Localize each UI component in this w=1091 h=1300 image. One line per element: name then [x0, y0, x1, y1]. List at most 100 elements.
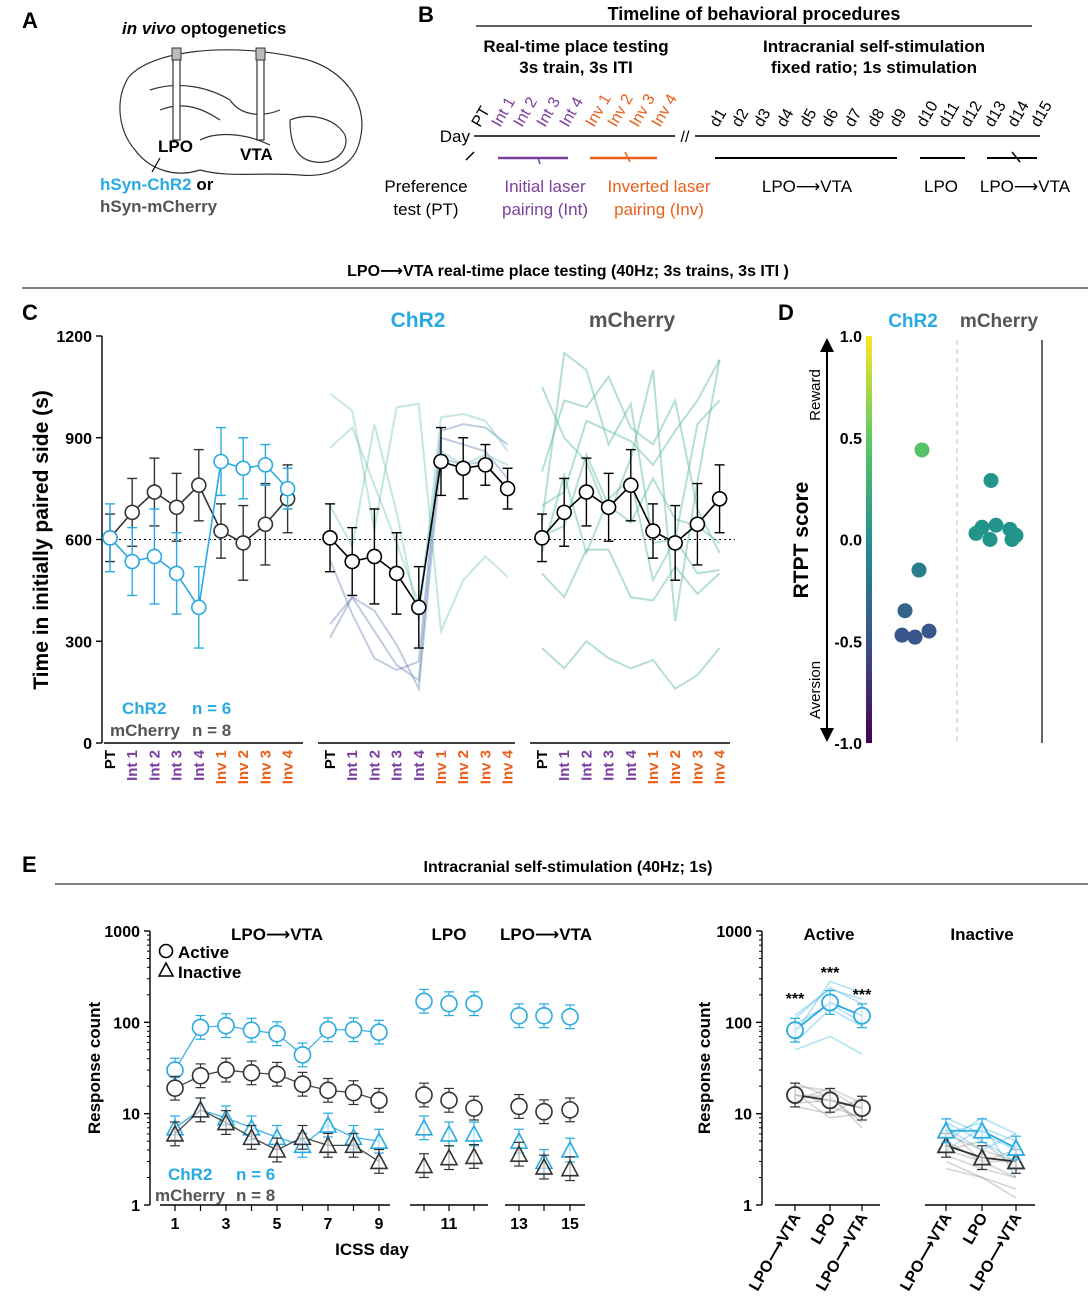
e2-chr2-inactive-individual: [945, 1116, 1017, 1142]
segment-label-lpo: LPO: [924, 177, 958, 196]
d-y-tick-label: 0.0: [840, 533, 862, 550]
e-mcherry-active-point: [535, 1102, 553, 1121]
e2-x-tick-label: LPO: [960, 1211, 991, 1248]
preference-label-1: Preference: [384, 177, 467, 196]
e-chr2-active-point: [217, 1016, 235, 1035]
c-chr2-mean-separate-point: [477, 457, 494, 473]
e-x-tick-label: 15: [561, 1216, 579, 1233]
e-chr2-active-point: [510, 1006, 528, 1025]
e2-chr2-inactive-point: [972, 1120, 992, 1139]
c-x-tick-label: PT: [102, 750, 119, 769]
timeline-day-icss: d4: [774, 106, 798, 130]
d-mcherry-point: [988, 517, 1004, 533]
c-mcherry-individual-line: [541, 374, 721, 554]
e-mcherry-active-point: [268, 1065, 286, 1084]
c-x-tick-label: Inv 3: [257, 750, 274, 784]
e2-group-title-inactive: Inactive: [950, 925, 1013, 944]
e-mcherry-active-point: [465, 1099, 483, 1117]
c-x-tick-label: Inv 1: [433, 750, 450, 784]
c-x-tick-label: Inv 4: [712, 749, 729, 784]
brain-sagittal-icon: [119, 49, 363, 177]
timeline-break: //: [681, 129, 690, 146]
timeline-day-icss: d11: [936, 99, 964, 130]
e-chr2-active-point: [293, 1046, 312, 1064]
e-mcherry-inactive-point: [464, 1146, 484, 1165]
e-chr2-active-point: [242, 1021, 261, 1040]
e2-mcherry-inactive-individual: [945, 1160, 1017, 1190]
section-e-title: Intracranial self-stimulation (40Hz; 1s): [424, 859, 713, 876]
e-mcherry-inactive-point: [267, 1140, 287, 1158]
panel-label-b: B: [418, 2, 434, 27]
optic-fiber-lpo-cap: [171, 47, 182, 61]
e-group-title-2: LPO: [432, 925, 467, 944]
inverted-pairing-label-1: Inverted laser: [608, 177, 711, 196]
c-y-tick-label: 0: [83, 736, 92, 753]
c-chr2-mean-separate-point: [410, 599, 427, 616]
e-mcherry-inactive-point: [560, 1158, 580, 1177]
vta-label: VTA: [240, 145, 273, 164]
e2-y-tick-label: 100: [725, 1015, 752, 1032]
timeline-segment-inv-tick: [624, 151, 631, 163]
e2-mcherry-active-point: [853, 1099, 871, 1118]
c-mcherry-mean-separate-point: [622, 477, 639, 494]
c-legend-mcherry-n: n = 8: [192, 721, 231, 740]
c-x-tick-label: Inv 4: [500, 749, 517, 784]
e-mcherry-inactive-point: [369, 1151, 389, 1170]
e2-group-title-active: Active: [803, 925, 854, 944]
e-legend-inactive-marker: [157, 961, 175, 977]
c-mcherry-mean-separate-point: [534, 530, 550, 546]
panel-label-d: D: [778, 300, 794, 325]
e-mcherry-inactive-point: [165, 1124, 185, 1142]
d-arrow-label-aversion: Aversion: [807, 661, 824, 719]
c-x-tick-label: Int 3: [389, 750, 406, 781]
e-x-tick-label: 1: [171, 1216, 180, 1233]
e-chr2-active-point: [166, 1061, 184, 1079]
timeline-day-icss: d3: [751, 106, 775, 130]
d-arrow-head-down: [820, 728, 834, 742]
e-chr2-active-point: [561, 1007, 579, 1026]
timeline-day-icss: d5: [797, 106, 821, 130]
e-chr2-inactive-point: [439, 1124, 459, 1142]
e-mcherry-inactive-point: [318, 1135, 338, 1154]
e2-significance-annotation: ***: [821, 965, 840, 982]
e-mcherry-inactive-point: [242, 1127, 261, 1146]
d-category-mcherry: mCherry: [960, 311, 1039, 332]
e2-mcherry-inactive-individual: [945, 1167, 1017, 1199]
c-chr2-mean-separate-point: [433, 453, 449, 470]
segment-label-lpo-vta-1: LPO⟶VTA: [762, 177, 853, 196]
panel-a-title-italic: in vivo: [122, 19, 176, 38]
e2-chr2-active-point: [853, 1006, 871, 1025]
e2-mcherry-active-point: [786, 1086, 804, 1104]
c-x-tick-label: Inv 1: [213, 750, 230, 784]
e-mcherry-inactive-point: [534, 1157, 554, 1175]
d-chr2-point: [894, 627, 910, 643]
c-mcherry-mean-point: [168, 499, 185, 516]
e-chr2-active-point: [535, 1006, 553, 1025]
rtpt-header-1: Real-time place testing: [483, 37, 668, 56]
c-x-tick-label: Int 1: [556, 750, 573, 781]
e-mcherry-active-point: [293, 1075, 312, 1094]
e-group-title-3: LPO⟶VTA: [500, 925, 592, 944]
c-y-axis-label: Time in initially paired side (s): [30, 390, 53, 690]
e2-chr2-active-individual: [794, 980, 863, 1035]
panel-a-title: in vivo optogenetics: [122, 19, 286, 38]
e2-chr2-active-point: [821, 993, 839, 1012]
d-y-tick-label: -1.0: [834, 736, 862, 753]
d-arrow-head-up: [820, 338, 834, 352]
c-x-tick-label: Int 2: [578, 750, 595, 781]
e-mcherry-active-point: [344, 1083, 363, 1102]
e-x-axis-label: ICSS day: [335, 1240, 409, 1259]
c-chr2-mean-separate-point: [455, 460, 472, 477]
rtpt-header-2: 3s train, 3s ITI: [519, 58, 632, 77]
c-x-tick-label: Int 3: [601, 750, 618, 781]
e-legend-chr2: ChR2: [168, 1165, 212, 1184]
panel-a-title-rest: optogenetics: [176, 19, 287, 38]
timeline-segment-lpo-vta-2-tick: [1011, 151, 1021, 163]
c-x-tick-label: Int 1: [344, 750, 361, 781]
c-chr2-mean-point: [235, 460, 251, 477]
e-mcherry-active-point: [242, 1064, 261, 1082]
c-chr2-mean-separate-point: [366, 548, 383, 565]
c-mcherry-mean-separate-point: [556, 504, 573, 521]
d-category-chr2: ChR2: [888, 311, 938, 332]
